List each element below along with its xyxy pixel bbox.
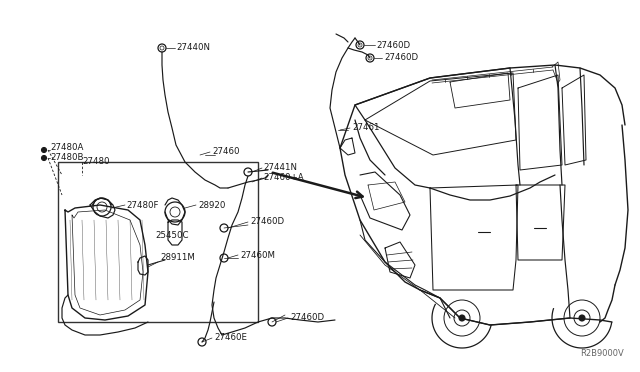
Text: 27460D: 27460D	[376, 41, 410, 49]
Text: 27460D: 27460D	[250, 218, 284, 227]
Text: 27440N: 27440N	[176, 44, 210, 52]
Text: 27460: 27460	[212, 148, 239, 157]
Text: 27460E: 27460E	[214, 334, 247, 343]
Circle shape	[42, 148, 47, 153]
Text: 27460D: 27460D	[290, 314, 324, 323]
Text: R2B9000V: R2B9000V	[580, 349, 624, 358]
Text: 28920: 28920	[198, 201, 225, 209]
Circle shape	[579, 315, 585, 321]
Text: 27480: 27480	[82, 157, 109, 167]
Text: 27460M: 27460M	[240, 250, 275, 260]
Circle shape	[42, 155, 47, 160]
Text: 27480F: 27480F	[126, 201, 159, 209]
Text: 27441N: 27441N	[263, 164, 297, 173]
Text: 27480A: 27480A	[50, 144, 83, 153]
Text: 27461: 27461	[352, 124, 380, 132]
Text: 27460+A: 27460+A	[263, 173, 303, 183]
Text: 27460D: 27460D	[384, 54, 418, 62]
Text: 25450C: 25450C	[155, 231, 189, 240]
Text: 28911M: 28911M	[160, 253, 195, 263]
Circle shape	[459, 315, 465, 321]
Bar	[58, 162, 258, 322]
Text: 27480B: 27480B	[50, 154, 83, 163]
